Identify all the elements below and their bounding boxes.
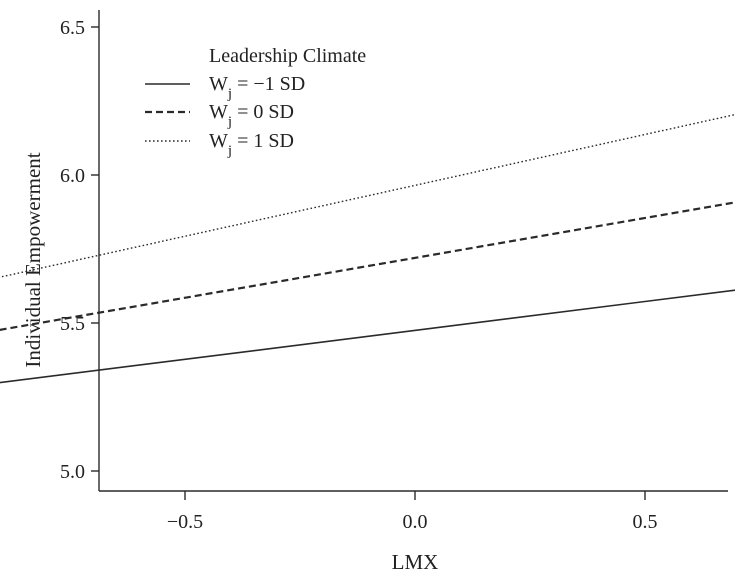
series-line-dotted <box>0 113 735 278</box>
x-tick-label: 0.5 <box>633 511 658 533</box>
legend-label: Wj = 1 SD <box>209 130 294 159</box>
y-tick-label: 5.0 <box>60 461 85 483</box>
x-tick-label: 0.0 <box>403 511 428 533</box>
y-axis-label: Individual Empowerment <box>21 152 45 367</box>
legend-label: Wj = 0 SD <box>209 101 294 130</box>
series-line-solid <box>0 289 735 384</box>
series-line-dashed <box>0 201 735 331</box>
x-tick-label: −0.5 <box>167 511 203 533</box>
x-axis-label: LMX <box>392 550 439 574</box>
axes <box>98 10 728 492</box>
series-lines <box>0 113 735 384</box>
y-axis-ticks: 5.05.56.06.5 <box>60 17 99 483</box>
y-tick-label: 6.0 <box>60 165 85 187</box>
y-tick-label: 6.5 <box>60 17 85 39</box>
x-axis-ticks: −1.0−0.50.00.51.0 <box>167 491 658 533</box>
legend-title: Leadership Climate <box>209 45 366 67</box>
legend-label: Wj = −1 SD <box>209 73 305 102</box>
